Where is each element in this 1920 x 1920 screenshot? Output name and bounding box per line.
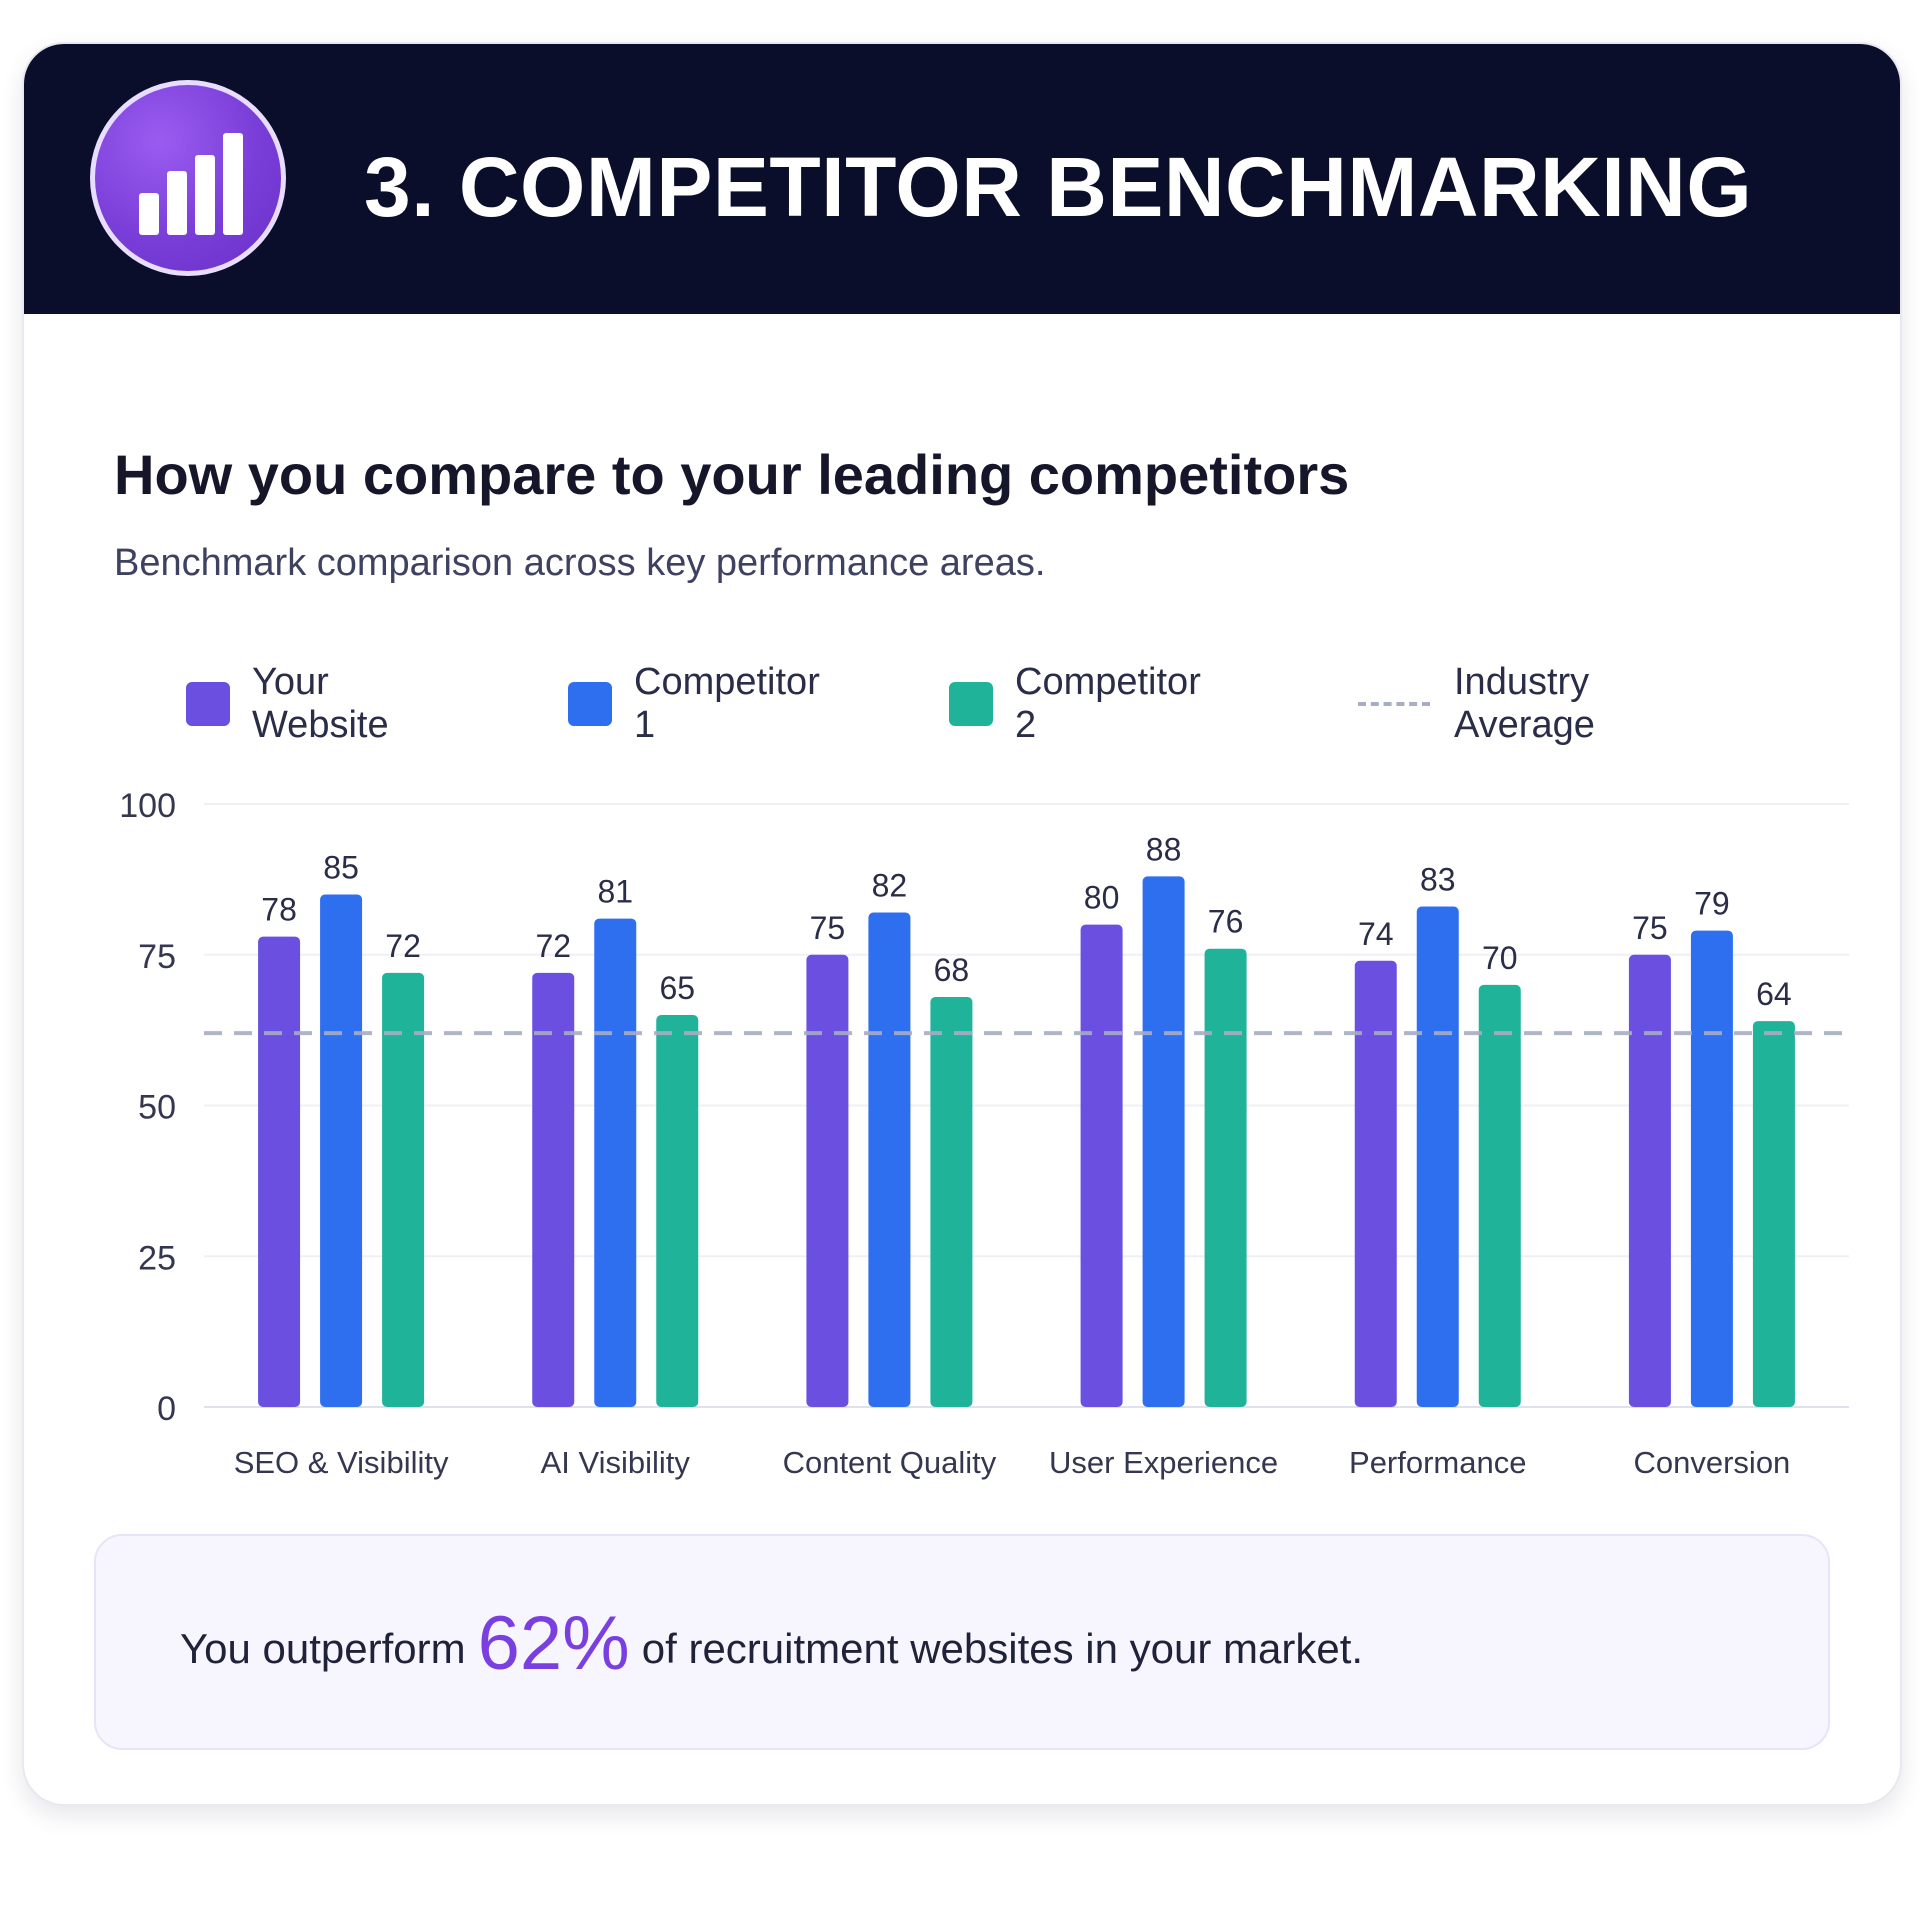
x-tick-label: SEO & Visibility: [234, 1445, 449, 1480]
legend-item-your-website: Your Website: [186, 661, 389, 746]
bar: [258, 936, 301, 1407]
y-tick-label: 50: [138, 1089, 176, 1127]
summary-panel: You outperform 62% of recruitment websites…: [94, 1534, 1830, 1750]
benchmark-card: 3. COMPETITOR BENCHMARKING How you compa…: [22, 42, 1902, 1806]
data-label: 74: [1358, 916, 1394, 952]
data-label: 72: [535, 928, 571, 964]
data-label: 75: [810, 910, 846, 946]
data-label: 79: [1694, 886, 1730, 922]
summary-text: You outperform 62% of recruitment websites…: [180, 1606, 1364, 1685]
bar: [806, 954, 849, 1407]
data-label: 82: [872, 868, 908, 904]
bar-chart-icon: [90, 80, 286, 276]
bar: [656, 1015, 699, 1407]
data-label: 72: [385, 928, 421, 964]
bar: [1354, 960, 1397, 1407]
legend-label: Industry Average: [1454, 661, 1595, 746]
x-tick-label: Performance: [1349, 1445, 1526, 1480]
legend-swatch: [568, 682, 612, 726]
bar: [532, 972, 575, 1407]
x-tick-label: Content Quality: [783, 1445, 997, 1480]
x-tick-label: User Experience: [1049, 1445, 1278, 1480]
bar: [1690, 930, 1733, 1407]
section-heading: How you compare to your leading competit…: [114, 443, 1350, 506]
summary-prefix: You outperform: [180, 1625, 466, 1672]
data-label: 80: [1084, 880, 1120, 916]
bar: [1478, 984, 1521, 1407]
bar-chart-icon-glyph: [139, 133, 243, 235]
bar: [1416, 906, 1459, 1407]
data-label: 85: [323, 849, 359, 885]
legend-swatch: [186, 682, 230, 726]
bar: [1080, 924, 1123, 1407]
legend-item-competitor-1: Competitor 1: [568, 661, 820, 746]
data-label: 65: [659, 970, 695, 1006]
y-tick-label: 75: [138, 938, 176, 976]
x-tick-label: AI Visibility: [541, 1445, 691, 1480]
bar: [1204, 948, 1247, 1407]
legend-swatch: [949, 682, 993, 726]
bar: [1752, 1021, 1795, 1407]
legend-label: Your Website: [252, 661, 389, 746]
y-tick-label: 100: [119, 787, 176, 825]
section-subheading: Benchmark comparison across key performa…: [114, 542, 1046, 584]
legend-item-competitor-2: Competitor 2: [949, 661, 1201, 746]
page-title: 3. COMPETITOR BENCHMARKING: [364, 140, 1753, 234]
summary-suffix: of recruitment websites in your market.: [641, 1625, 1364, 1672]
bar: [594, 918, 637, 1407]
y-tick-label: 25: [138, 1239, 176, 1277]
data-label: 78: [261, 892, 297, 928]
data-label: 75: [1632, 910, 1668, 946]
bar: [930, 996, 973, 1407]
data-label: 70: [1482, 940, 1518, 976]
legend-dashed-line: [1358, 702, 1430, 706]
legend-label: Competitor 2: [1015, 661, 1201, 746]
y-tick-label: 0: [157, 1390, 176, 1428]
data-label: 64: [1756, 976, 1792, 1012]
data-label: 83: [1420, 862, 1456, 898]
data-label: 68: [934, 952, 970, 988]
bar: [1142, 876, 1185, 1407]
benchmark-bar-chart: 0 25 50 75 100 78 85 72 SEO & Visibility 72 81 65 AI…: [119, 787, 1849, 1480]
legend-item-industry-average: Industry Average: [1358, 661, 1595, 746]
bar: [320, 894, 363, 1407]
bar: [868, 912, 911, 1407]
bar: [1628, 954, 1671, 1407]
data-label: 81: [597, 874, 633, 910]
legend-label: Competitor 1: [634, 661, 820, 746]
data-label: 88: [1146, 831, 1182, 867]
x-tick-label: Conversion: [1634, 1445, 1791, 1480]
outperform-percentage: 62%: [477, 1601, 630, 1686]
bar: [382, 972, 425, 1407]
section-header: 3. COMPETITOR BENCHMARKING: [24, 44, 1900, 314]
data-label: 76: [1208, 904, 1244, 940]
